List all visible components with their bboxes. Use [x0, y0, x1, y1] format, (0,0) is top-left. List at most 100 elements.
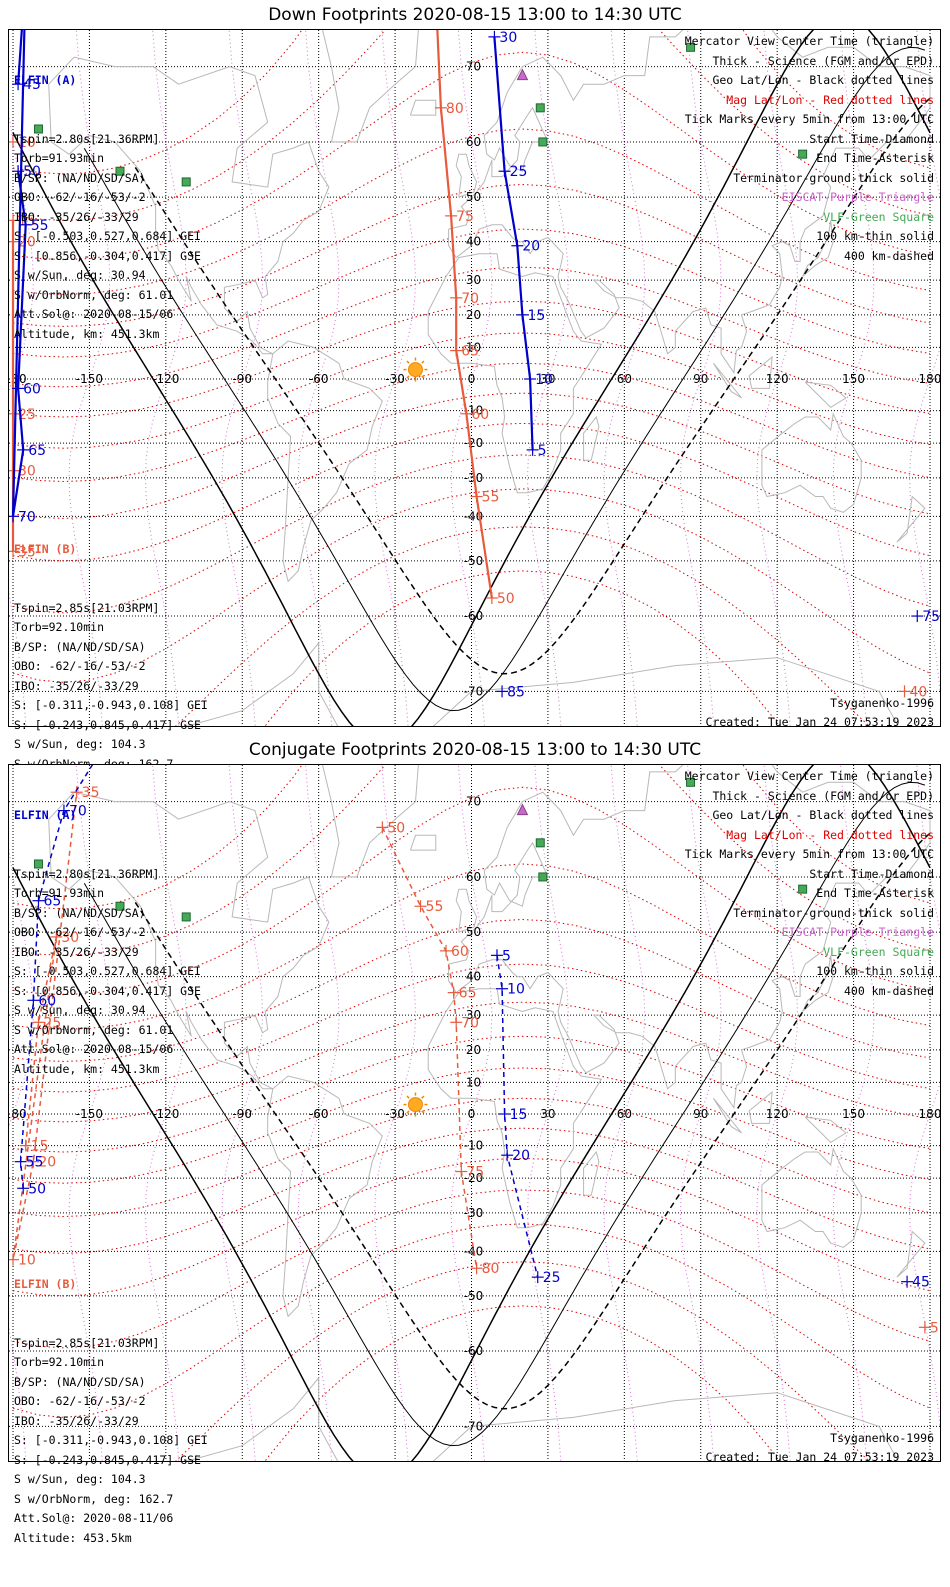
mag-latitude-line [12, 863, 931, 1030]
info-line: Att.Sol@: 2020-08-11/06 [14, 1511, 174, 1525]
legend-entry: 100 km-thin solid [816, 229, 934, 243]
magnetic-grid [9, 30, 940, 726]
latitude-tick-label: -20 [464, 1171, 484, 1185]
latitude-tick-label: 10 [466, 1075, 481, 1089]
latitude-tick-label: 20 [466, 1043, 481, 1057]
vlf-square-icon [115, 901, 125, 911]
longitude-tick-label: 0 [468, 372, 476, 386]
time-tick-label: 30 [18, 464, 36, 480]
time-tick-label: 20 [38, 1155, 56, 1171]
longitude-tick-label: -30 [385, 372, 405, 386]
coastline [455, 153, 478, 198]
coastline [409, 99, 437, 116]
time-tick-label: 80 [446, 101, 464, 117]
info-line: Altitude, km: 451.3km [14, 1061, 160, 1076]
time-tick-label: 65 [43, 894, 61, 910]
legend-entry: VLF-Green Square [823, 209, 934, 224]
coastline [713, 1097, 742, 1134]
info-line: B/SP: (NA/ND/SD/SA) [14, 639, 146, 654]
longitude-tick-label: 30 [540, 1107, 555, 1121]
coastline [267, 1075, 383, 1318]
coastline [455, 888, 478, 933]
info-line: S w/OrbNorm, deg: 162.7 [14, 1491, 174, 1506]
legend-entry: 400 km-dashed [843, 248, 934, 263]
coastline [267, 340, 383, 583]
sun-ray [406, 375, 410, 379]
mag-latitude-line [12, 332, 931, 449]
info-line: Torb=92.10min [14, 1355, 105, 1369]
longitude-tick-label: -150 [76, 372, 103, 386]
time-tick-label: 15 [510, 1107, 528, 1123]
info-line: S: [-0.243,0.845,0.417] GSE [14, 717, 201, 732]
coastline [322, 30, 419, 143]
legend-entry: Thick - Science (FGM and/or EPD) [712, 53, 934, 68]
longitude-tick-label: 150 [842, 1107, 865, 1121]
info-line: Tspin=2.85s[21.03RPM] [14, 600, 160, 615]
sun-ray [421, 1110, 425, 1114]
time-tick-label: 50 [28, 1181, 46, 1197]
coastline [48, 56, 330, 355]
info-line: Tspin=2.85s[21.03RPM] [14, 1335, 160, 1350]
longitude-tick-label: 150 [842, 372, 865, 386]
coastline [748, 1090, 773, 1124]
mag-longitude-line [756, 30, 799, 726]
elfin-b-track: 858075706560555015202530354010 [9, 30, 927, 700]
legend-entry: Mag Lat/Lon - Red dotted lines [726, 92, 934, 107]
legend-entry: Terminator-ground-thick solid [733, 905, 934, 920]
info-line: OBO: -62/-16/-53/-2 [14, 190, 146, 204]
legend-entry: EISCAT-Purple Triangle [781, 925, 934, 939]
legend: Mercator View Center Time (triangle) Thic… [685, 767, 934, 1001]
elfin-b-title: ELFIN (B) [14, 542, 77, 556]
latitude-tick-label: -50 [464, 1289, 484, 1303]
mag-longitude-line [526, 765, 569, 1461]
time-tick-label: 25 [43, 1015, 61, 1031]
latitude-tick-label: 30 [466, 273, 481, 287]
mag-longitude-line [756, 765, 799, 1461]
panel-title-down: Down Footprints 2020-08-15 13:00 to 14:3… [268, 5, 682, 25]
coastline [761, 1147, 862, 1248]
latitude-tick-label: 60 [466, 135, 481, 149]
info-line: S: [-0.503,0.527,0.684] GEI [14, 229, 201, 243]
time-tick-label: 60 [23, 381, 41, 397]
legend-entry: 400 km-dashed [843, 983, 934, 998]
legend-entry: Mercator View Center Time (triangle) [684, 34, 934, 48]
latitude-tick-label: 70 [466, 60, 481, 74]
info-line: IBO: -35/26/-33/29 [14, 944, 139, 959]
terminator-100km [83, 46, 926, 712]
mag-longitude-line [526, 30, 569, 726]
longitude-tick-label: -180 [9, 1107, 27, 1121]
legend-entry: EISCAT-Purple Triangle [781, 190, 934, 204]
vlf-square-icon [798, 884, 808, 894]
longitude-tick-label: 180 [919, 1107, 940, 1121]
time-tick-label: 55 [26, 1155, 44, 1171]
legend-entry: End Time-Asterisk [816, 151, 934, 165]
created-timestamp: Created: Tue Jan 24 07:53:19 2023 [705, 715, 934, 729]
time-tick-label: 40 [910, 684, 928, 700]
info-line: Att.Sol@: 2020-08-15/06 [14, 307, 174, 321]
info-line: S w/Sun, deg: 104.3 [14, 737, 146, 751]
info-line: Tspin=2.80s[21.36RPM] [14, 131, 160, 146]
mag-longitude-line [679, 765, 722, 1461]
info-line: Att.Sol@: 2020-08-15/06 [14, 1042, 174, 1056]
sun-icon [403, 357, 428, 382]
info-line: Torb=92.10min [14, 620, 105, 634]
coastline [427, 253, 603, 494]
time-tick-label: 25 [18, 407, 36, 423]
mag-longitude-line [374, 765, 417, 1461]
coastlines [48, 30, 931, 726]
map-panel-down-footprints: -180-150-120-90-60-300306090120150180706… [8, 29, 941, 810]
time-tick-label: 55 [482, 490, 500, 506]
info-line: S w/Sun, deg: 30.94 [14, 1003, 146, 1017]
latitude-tick-label: -70 [464, 1419, 484, 1433]
info-line: B/SP: (NA/ND/SD/SA) [14, 905, 146, 920]
longitude-tick-label: -150 [76, 1107, 103, 1121]
time-tick-label: 20 [512, 1148, 530, 1164]
mag-latitude-line [12, 1097, 931, 1218]
mag-latitude-line [12, 1067, 931, 1184]
time-tick-label: 50 [23, 164, 41, 180]
sun-ray [421, 1095, 425, 1099]
coastline [185, 641, 899, 726]
vlf-square-icon [535, 103, 545, 113]
mercator-map: -180-150-120-90-60-300306090120150180706… [9, 30, 940, 726]
